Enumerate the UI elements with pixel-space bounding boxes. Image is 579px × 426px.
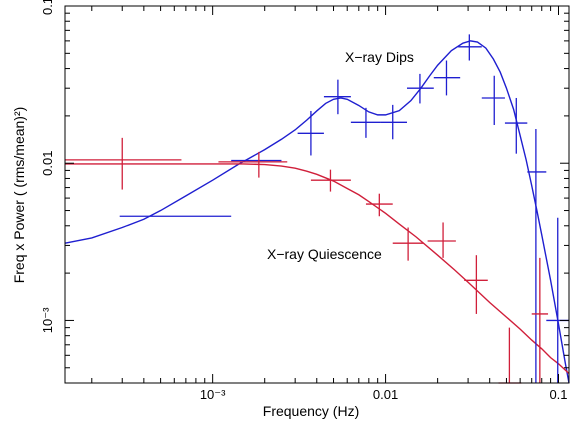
annotation-x-ray-quiescence: X−ray Quiescence — [267, 246, 382, 262]
y-axis-title: Freq x Power ( (rms/mean)²) — [11, 107, 27, 284]
x-axis-title: Frequency (Hz) — [263, 403, 359, 419]
x-tick-label: 10⁻³ — [200, 387, 226, 402]
data-point-s0-3 — [323, 79, 351, 115]
annotation-x-ray-dips: X−ray Dips — [345, 49, 414, 65]
data-point-s0-2 — [297, 110, 324, 156]
data-point-s1-8 — [531, 257, 549, 383]
data-point-s0-6 — [406, 73, 434, 104]
data-point-s0-8 — [458, 34, 482, 61]
y-tick-label: 10⁻³ — [40, 307, 55, 333]
axis-ticks — [65, 5, 569, 384]
tick-labels: 10⁻³ 0.01 0.1 10⁻³ 0.01 0.1 — [40, 0, 568, 402]
data-point-s1-4 — [392, 227, 424, 261]
model-curve-1 — [65, 163, 570, 374]
y-tick-label: 0.1 — [40, 0, 55, 15]
data-point-s0-9 — [481, 75, 505, 126]
data-point-s0-11 — [527, 129, 547, 383]
data-point-s1-1 — [218, 151, 288, 178]
x-tick-label: 0.1 — [549, 387, 567, 402]
data-point-s1-5 — [427, 222, 456, 258]
data-point-s0-12 — [546, 217, 569, 383]
data-point-s1-3 — [365, 193, 393, 217]
x-tick-label: 0.01 — [373, 387, 398, 402]
data-point-s0-4 — [350, 107, 381, 138]
data-point-s0-5 — [380, 104, 407, 140]
data-point-s1-6 — [464, 255, 488, 314]
data-point-s0-7 — [433, 60, 461, 96]
plot-frame — [64, 5, 570, 384]
model-curve-0 — [64, 40, 570, 384]
data-point-s1-0 — [65, 137, 182, 190]
data-point-s1-2 — [310, 169, 351, 192]
model-curves — [64, 40, 570, 384]
data-point-s1-7 — [498, 327, 522, 384]
data-point-s0-10 — [504, 97, 528, 154]
data-points — [65, 34, 569, 384]
y-tick-label: 0.01 — [40, 151, 55, 176]
